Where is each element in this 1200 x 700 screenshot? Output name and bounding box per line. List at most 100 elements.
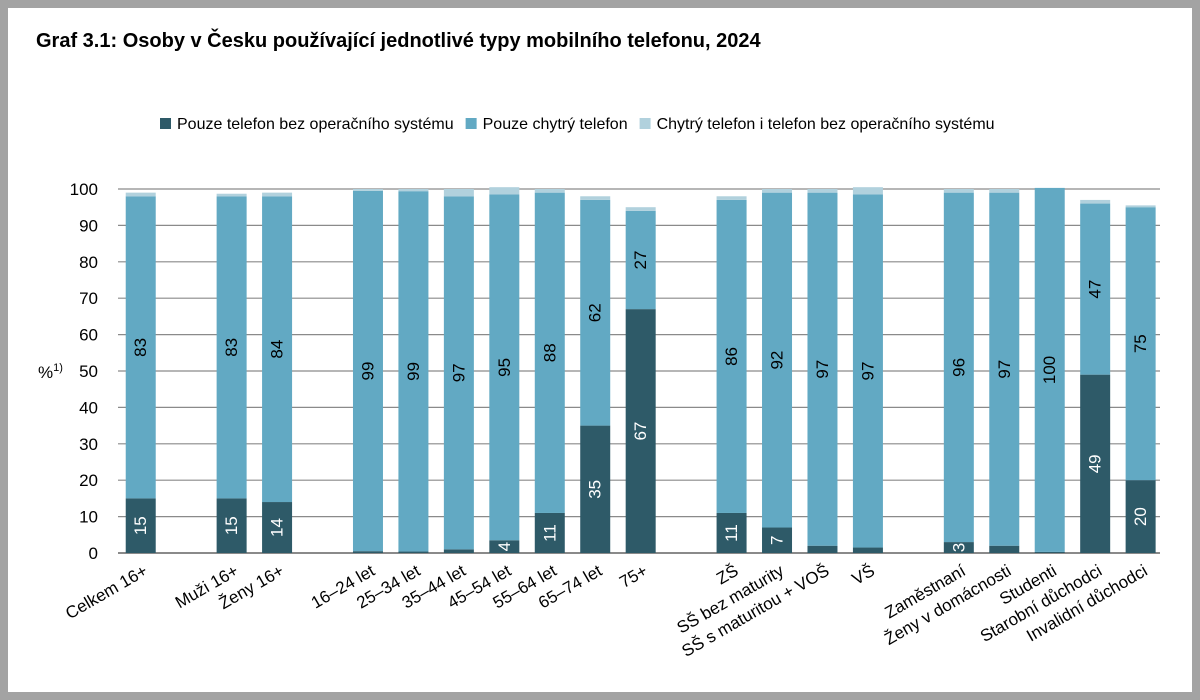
bar-segment: [580, 196, 611, 200]
y-tick-label: 80: [79, 253, 98, 272]
bar-segment: [1080, 203, 1111, 375]
x-tick-label: 75+: [616, 561, 651, 592]
y-tick-label: 90: [79, 216, 98, 235]
y-tick-label: 10: [79, 508, 98, 527]
y-tick-label: 30: [79, 435, 98, 454]
data-label: 88: [540, 343, 559, 362]
bar-segment: [443, 549, 474, 553]
y-axis-label: %1): [38, 362, 63, 382]
data-label: 97: [995, 360, 1014, 379]
data-label: 11: [722, 524, 741, 542]
data-label: 15: [131, 516, 150, 535]
bar-segment: [943, 192, 974, 543]
bar-segment: [716, 512, 747, 553]
legend-label: Chytrý telefon i telefon bez operačního …: [657, 116, 995, 133]
y-tick-label: 40: [79, 398, 98, 417]
bar-segment: [852, 194, 883, 548]
data-label: 11: [540, 524, 559, 542]
data-label: 84: [268, 340, 287, 359]
bar-segment: [1080, 199, 1111, 204]
y-tick-label: 60: [79, 326, 98, 345]
x-tick-label: VŠ: [849, 561, 878, 589]
data-label: 35: [586, 480, 605, 499]
bar-segment: [580, 199, 611, 426]
data-label: 7: [768, 536, 787, 545]
bar-segment: [807, 192, 838, 546]
bar-segment: [216, 498, 247, 553]
data-label: 3: [949, 543, 968, 552]
data-label: 15: [222, 516, 241, 535]
bar-segment: [352, 190, 383, 552]
data-label: 67: [631, 422, 650, 441]
bar-segment: [762, 189, 793, 193]
data-label: 49: [1086, 454, 1105, 473]
y-tick-label: 20: [79, 471, 98, 490]
data-label: 47: [1086, 280, 1105, 299]
bar-segment: [807, 545, 838, 553]
bar-segment: [262, 196, 293, 503]
bar-segment: [807, 189, 838, 193]
bar-segment: [1034, 551, 1065, 553]
data-label: 4: [495, 542, 514, 551]
bar-segment: [852, 547, 883, 553]
bar-segment: [580, 425, 611, 553]
bar-segment: [1125, 480, 1156, 553]
data-label: 95: [495, 358, 514, 377]
data-label: 20: [1131, 507, 1150, 526]
data-label: 99: [358, 362, 377, 381]
bar-segment: [943, 542, 974, 553]
bar-segment: [262, 502, 293, 553]
bar-segment: [989, 189, 1020, 193]
data-label: 75: [1131, 334, 1150, 353]
data-label: 92: [768, 351, 787, 370]
legend-swatch: [639, 118, 651, 129]
legend-swatch: [160, 118, 171, 129]
bar-segment: [443, 189, 474, 197]
data-label: 83: [131, 338, 150, 357]
bar-segment: [262, 192, 293, 197]
bar-segment: [216, 193, 247, 197]
bar-segment: [398, 191, 429, 552]
data-label: 83: [222, 338, 241, 357]
data-label: 96: [949, 358, 968, 377]
bar-segment: [125, 192, 156, 197]
data-label: 100: [1040, 356, 1059, 384]
bar-segment: [762, 527, 793, 553]
data-label: 27: [631, 251, 650, 270]
y-tick-label: 70: [79, 289, 98, 308]
bar-segment: [852, 187, 883, 195]
bar-segment: [489, 194, 520, 541]
y-axis-label-note: 1): [53, 362, 63, 374]
bar-segment: [534, 192, 565, 513]
bar-segment: [989, 545, 1020, 553]
bar-segment: [534, 189, 565, 193]
data-label: 14: [268, 518, 287, 537]
bar-segment: [1125, 207, 1156, 481]
bar-segment: [943, 189, 974, 193]
data-label: 97: [858, 362, 877, 381]
data-label: 97: [449, 363, 468, 382]
data-label: 62: [586, 303, 605, 322]
legend-swatch: [465, 118, 477, 129]
y-tick-label: 50: [79, 362, 98, 381]
bar-segment: [625, 210, 656, 310]
y-tick-label: 100: [70, 180, 98, 199]
data-label: 99: [404, 362, 423, 381]
bar-segment: [1080, 374, 1111, 553]
bar-segment: [352, 551, 383, 553]
bar-segment: [762, 192, 793, 528]
data-label: 97: [813, 360, 832, 379]
chart-title: Graf 3.1: Osoby v Česku používající jedn…: [36, 30, 761, 52]
data-label: 86: [722, 347, 741, 366]
bar-segment: [716, 196, 747, 200]
bar-segment: [534, 512, 565, 553]
bar-segment: [489, 187, 520, 195]
bar-segment: [625, 309, 656, 553]
bar-segment: [989, 192, 1020, 546]
legend-label: Pouze chytrý telefon: [483, 116, 628, 133]
bar-segment: [443, 196, 474, 550]
bar-segment: [716, 199, 747, 513]
x-tick-label: Celkem 16+: [62, 561, 151, 623]
bar-segment: [489, 540, 520, 553]
